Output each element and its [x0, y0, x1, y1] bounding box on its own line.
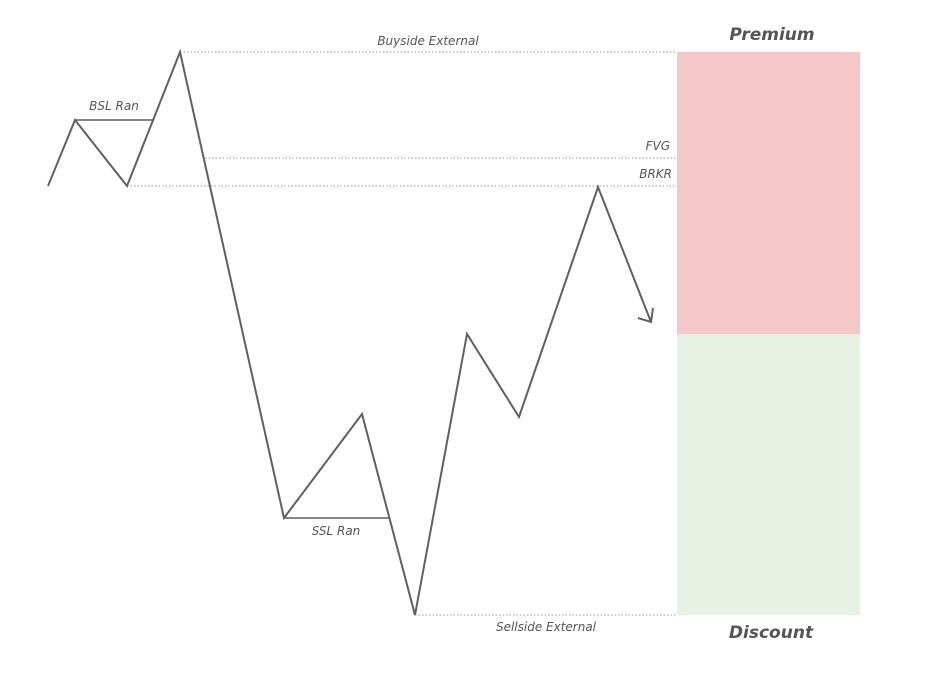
ssl-ran-label: SSL Ran	[312, 524, 361, 538]
sellside-external-label: Sellside External	[496, 620, 597, 634]
discount-label: Discount	[729, 623, 814, 643]
buyside-external-label: Buyside External	[377, 34, 479, 48]
premium-label: Premium	[729, 25, 814, 45]
discount-zone	[677, 334, 860, 615]
price-path	[47, 48, 652, 616]
fvg-label: FVG	[646, 139, 670, 153]
premium-zone	[677, 52, 860, 334]
brkr-label: BRKR	[639, 167, 672, 181]
bsl-ran-label: BSL Ran	[89, 99, 139, 113]
arrow-head-icon	[637, 307, 654, 324]
